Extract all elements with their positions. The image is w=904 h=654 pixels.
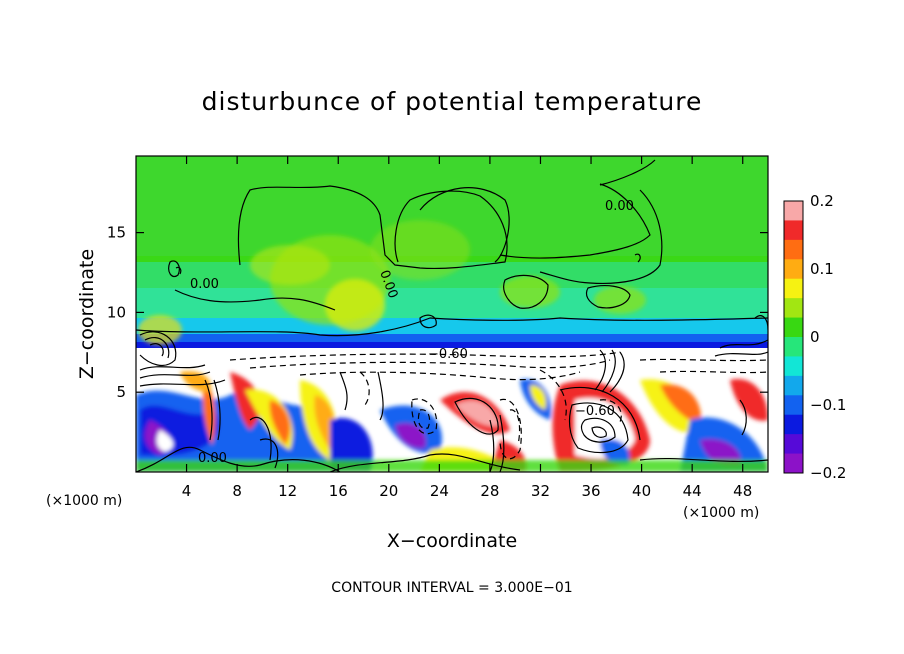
contour-label: −0.60 [575,404,615,419]
colorbar-swatch [784,278,803,299]
contour-labels: 0.00 0.00 0.00 −0.60 −0.60 0.00 [190,199,634,466]
colorbar-swatch [784,414,803,435]
x-tick-label: 24 [430,482,449,500]
x-tick-label: 40 [632,482,651,500]
x-axis-ticks: 4 8 12 16 20 24 28 32 36 40 44 48 [182,156,752,500]
x-tick-label: 48 [733,482,752,500]
contour-label: 0.00 [605,199,634,214]
x-unit-left: (×1000 m) [46,493,122,509]
colorbar-swatch [784,317,803,338]
x-tick-label: 4 [182,482,192,500]
colorbar-frame [783,200,804,474]
x-tick-label: 32 [531,482,550,500]
footer-note: CONTOUR INTERVAL = 3.000E−01 [331,580,572,596]
contour-lines [136,159,768,472]
colorbar-tick-label: 0.1 [810,260,834,278]
colorbar-tick-label: −0.1 [810,396,846,414]
chart-title: disturbunce of potential temperature [202,87,703,116]
colorbar-swatch [784,337,803,357]
colorbar-swatch [784,356,803,377]
y-tick-label: 10 [107,303,126,321]
y-tick-label: 15 [107,224,126,242]
x-axis-label: X−coordinate [387,530,517,552]
colorbar-swatch [784,375,803,396]
colorbar-swatch [784,259,803,280]
y-axis-label: Z−coordinate [76,249,98,379]
contour-label: 0.00 [190,277,219,292]
colorbar: 0.2 0.1 0 −0.1 −0.2 [783,192,846,482]
colorbar-swatch [784,239,803,260]
colorbar-swatch [784,220,803,241]
x-unit-right: (×1000 m) [683,505,759,521]
colorbar-tick-label: −0.2 [810,464,846,482]
contour-label: 0.00 [198,451,227,466]
x-tick-label: 36 [581,482,600,500]
colorbar-swatch [784,298,803,319]
plot-field [136,156,768,472]
x-tick-label: 20 [379,482,398,500]
plot-frame [135,155,769,473]
colorbar-swatch [784,395,803,416]
x-tick-label: 12 [278,482,297,500]
colorbar-swatch [784,201,803,221]
y-tick-label: 5 [116,383,126,401]
x-tick-label: 8 [232,482,242,500]
x-tick-label: 16 [329,482,348,500]
y-axis-ticks: 5 10 15 [107,224,768,401]
colorbar-swatch [784,434,803,455]
x-tick-label: 28 [480,482,499,500]
colorbar-swatch [784,453,803,474]
x-tick-label: 44 [683,482,702,500]
negative-contours [229,351,768,460]
colorbar-tick-label: 0 [810,328,820,346]
colorbar-tick-label: 0.2 [810,192,834,210]
contour-label: −0.60 [428,347,468,362]
